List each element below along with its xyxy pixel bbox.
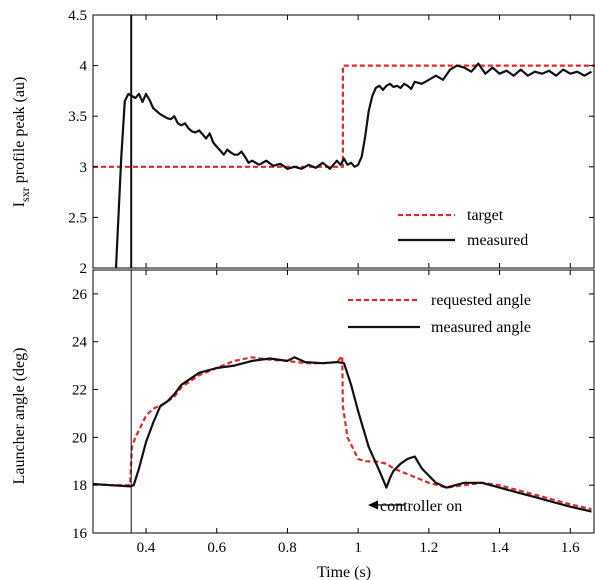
y-tick-label: 24	[72, 335, 88, 351]
x-tick-label: 1.4	[490, 540, 509, 556]
series-line-measured-angle	[93, 356, 592, 513]
y-tick-label: 20	[72, 430, 87, 446]
bottom-plot-frame	[92, 269, 595, 534]
y-tick-label: 22	[72, 383, 87, 399]
legend-label-target: target	[467, 207, 504, 224]
y-tick-label: 3	[80, 160, 88, 176]
top-legend: target measured	[398, 207, 528, 249]
x-tick-label: 1	[354, 540, 362, 556]
series-line-target	[93, 64, 595, 168]
x-tick-label: 0.4	[137, 540, 156, 556]
bottom-panel: 16 18 20 22 24 26 0.4 0.6 0.8 1 1.2 1.4 1.6 Launche…	[11, 269, 595, 580]
top-panel: 2 2.5 3 3.5 4 4.5 Isxr profile peak (au) targ…	[11, 8, 595, 277]
series-line-requested-angle	[93, 355, 592, 511]
series-line-measured	[114, 62, 593, 268]
legend-label-measured: measured	[467, 232, 528, 249]
y-tick-label: 3.5	[68, 109, 87, 125]
y-tick-label: 2	[80, 261, 88, 277]
top-x-ticks	[145, 15, 571, 268]
y-tick-label: 26	[72, 287, 88, 303]
bottom-series-layer	[93, 270, 592, 533]
legend-label-measured-angle: measured angle	[431, 319, 531, 336]
top-y-ticks: 2 2.5 3 3.5 4 4.5	[68, 8, 594, 277]
bottom-y-axis-label: Launcher angle (deg)	[11, 348, 28, 485]
top-y-axis-label: Isxr profile peak (au)	[11, 77, 32, 208]
bottom-y-ticks: 16 18 20 22 24 26	[72, 287, 594, 542]
controller-on-annotation: controller on	[368, 498, 462, 515]
y-tick-label: 18	[72, 478, 87, 494]
bottom-x-ticks: 0.4 0.6 0.8 1 1.2 1.4 1.6	[137, 270, 580, 556]
x-tick-label: 0.6	[207, 540, 226, 556]
x-tick-label: 1.2	[419, 540, 438, 556]
x-axis-label: Time (s)	[317, 564, 371, 580]
bottom-legend: requested angle measured angle	[348, 292, 531, 336]
top-series-layer	[93, 15, 595, 268]
x-tick-label: 0.8	[278, 540, 297, 556]
y-tick-label: 2.5	[68, 210, 87, 226]
x-tick-label: 1.6	[561, 540, 580, 556]
top-plot-frame	[92, 14, 595, 269]
y-tick-label: 16	[72, 526, 88, 542]
annotation-text: controller on	[380, 498, 462, 515]
y-tick-label: 4	[80, 59, 88, 75]
annotation-arrow-head	[368, 500, 378, 510]
legend-label-requested-angle: requested angle	[431, 292, 531, 309]
y-tick-label: 4.5	[68, 8, 87, 24]
